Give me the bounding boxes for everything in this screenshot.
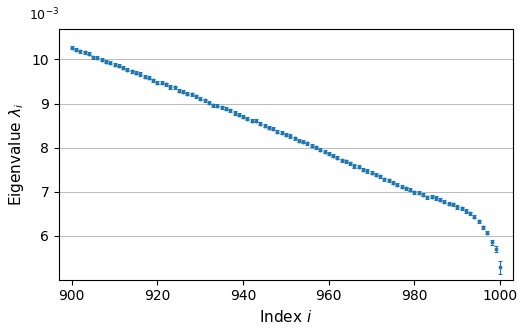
Text: $10^{-3}$: $10^{-3}$: [29, 7, 59, 24]
Y-axis label: Eigenvalue $\lambda_i$: Eigenvalue $\lambda_i$: [7, 103, 26, 206]
X-axis label: Index $i$: Index $i$: [259, 309, 312, 325]
